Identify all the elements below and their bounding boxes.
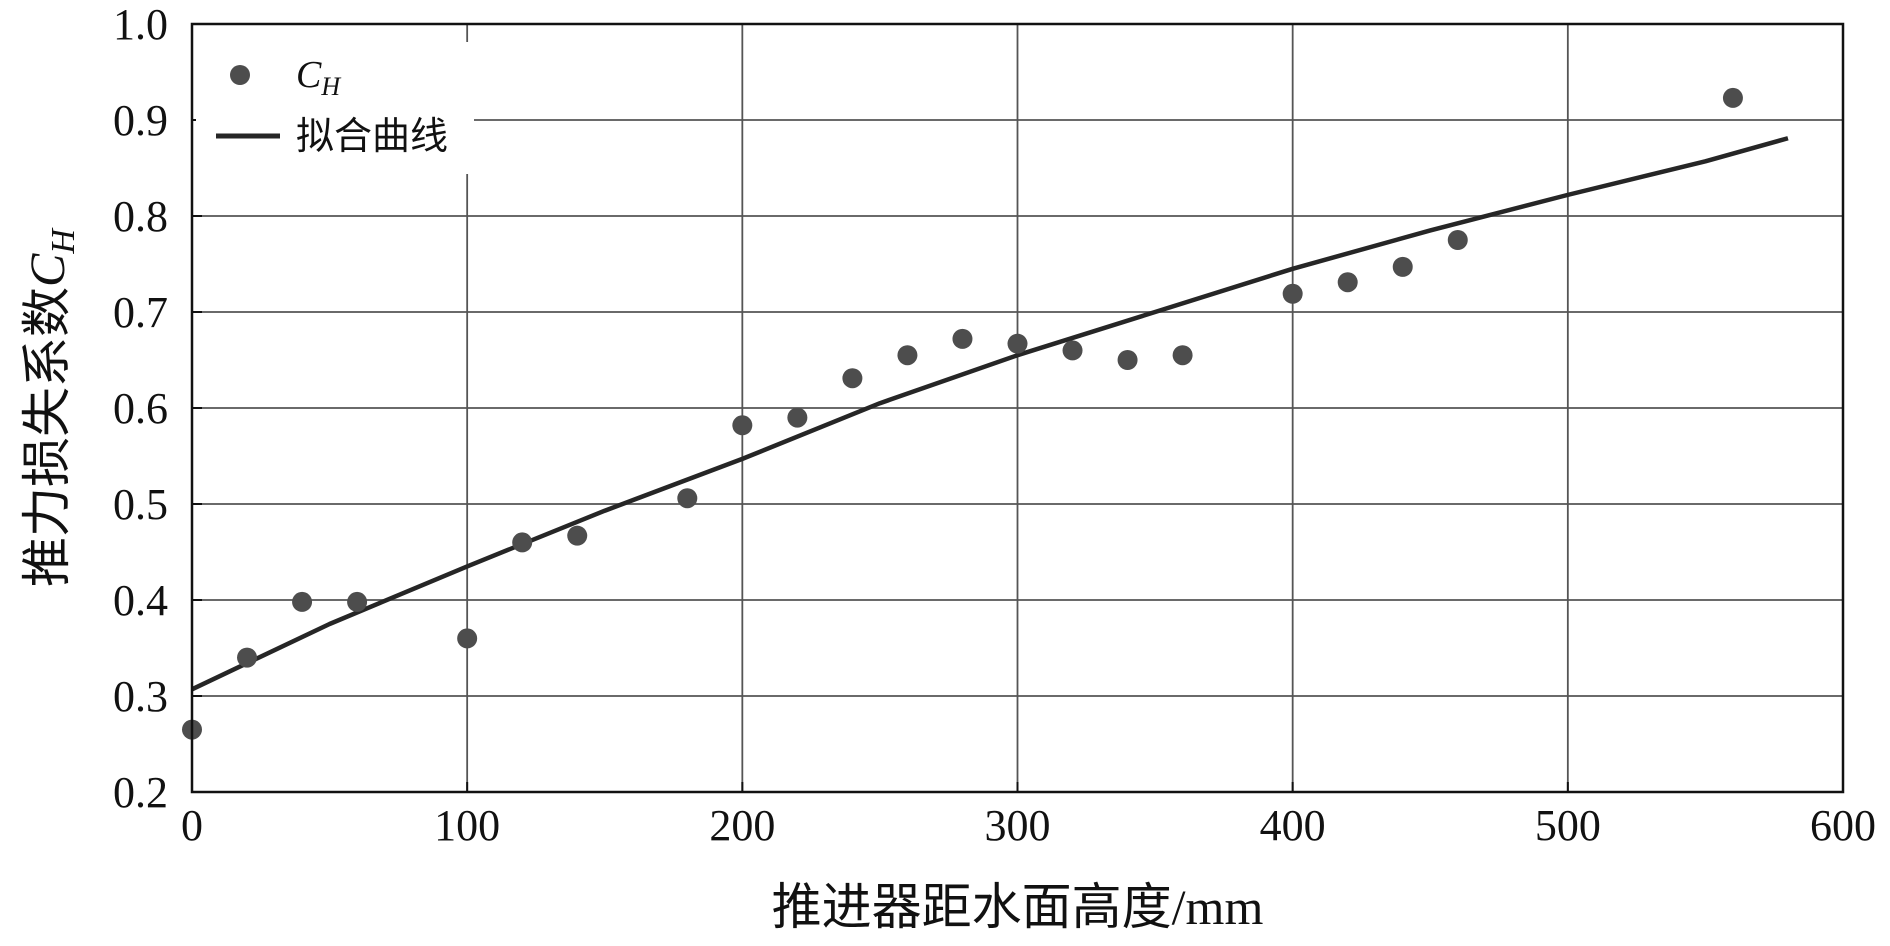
x-tick-label: 500 xyxy=(1535,801,1601,850)
y-tick-label: 0.9 xyxy=(113,96,168,145)
legend-label-fit: 拟合曲线 xyxy=(296,116,448,158)
y-axis-title-symbol: C xyxy=(19,253,75,287)
data-point xyxy=(842,368,863,389)
y-axis-title-text: 推力损失系数 xyxy=(19,287,75,587)
data-point xyxy=(347,591,368,612)
legend-label-ch-sub: H xyxy=(320,72,341,101)
y-tick-label: 0.4 xyxy=(113,576,168,625)
data-point xyxy=(237,647,258,668)
y-axis-title-subscript: H xyxy=(45,227,82,255)
data-points-layer xyxy=(182,87,1743,740)
data-point xyxy=(787,407,808,428)
data-point xyxy=(457,628,478,649)
x-tick-label: 100 xyxy=(434,801,500,850)
data-point xyxy=(567,525,588,546)
fit-curve xyxy=(191,136,1789,692)
data-point xyxy=(1117,350,1138,370)
data-point xyxy=(1447,230,1468,250)
y-tick-label: 0.2 xyxy=(113,768,168,817)
data-point xyxy=(1062,340,1083,361)
data-point xyxy=(1282,283,1303,304)
data-point xyxy=(1722,87,1743,108)
x-axis-title: 推进器距水面高度/mm xyxy=(772,879,1264,935)
tick-labels: 0 100 200 300 400 500 600 0.2 0.3 0.4 0.5 0.6 0.7 0.8… xyxy=(113,0,1876,850)
legend-background xyxy=(196,42,474,174)
data-point xyxy=(677,488,698,509)
x-tick-label: 300 xyxy=(985,801,1051,850)
y-tick-label: 0.6 xyxy=(113,384,168,433)
data-point xyxy=(292,591,313,612)
plot-frame xyxy=(190,22,1845,794)
data-point xyxy=(512,532,533,553)
legend-marker-ch xyxy=(230,65,250,85)
legend-label-ch-main: C xyxy=(296,54,322,96)
x-tick-label: 0 xyxy=(181,801,203,850)
y-tick-label: 0.5 xyxy=(113,480,168,529)
x-tick-label: 400 xyxy=(1260,801,1326,850)
data-point xyxy=(952,328,973,349)
x-tick-label: 600 xyxy=(1810,801,1876,850)
x-tick-label: 200 xyxy=(709,801,775,850)
data-point xyxy=(1007,333,1028,354)
legend: CH 拟合曲线 xyxy=(196,42,474,174)
data-point xyxy=(732,415,753,436)
data-point xyxy=(1392,256,1413,277)
data-point xyxy=(897,345,918,366)
y-tick-label: 1.0 xyxy=(113,0,168,49)
data-point xyxy=(1337,272,1358,293)
legend-label-ch: CH xyxy=(296,54,341,101)
fit-curve-layer xyxy=(191,136,1789,692)
y-tick-label: 0.8 xyxy=(113,192,168,241)
data-point xyxy=(1172,345,1193,366)
y-axis-title: 推力损失系数CH xyxy=(19,227,82,587)
y-tick-label: 0.7 xyxy=(113,288,168,337)
y-tick-label: 0.3 xyxy=(113,672,168,721)
